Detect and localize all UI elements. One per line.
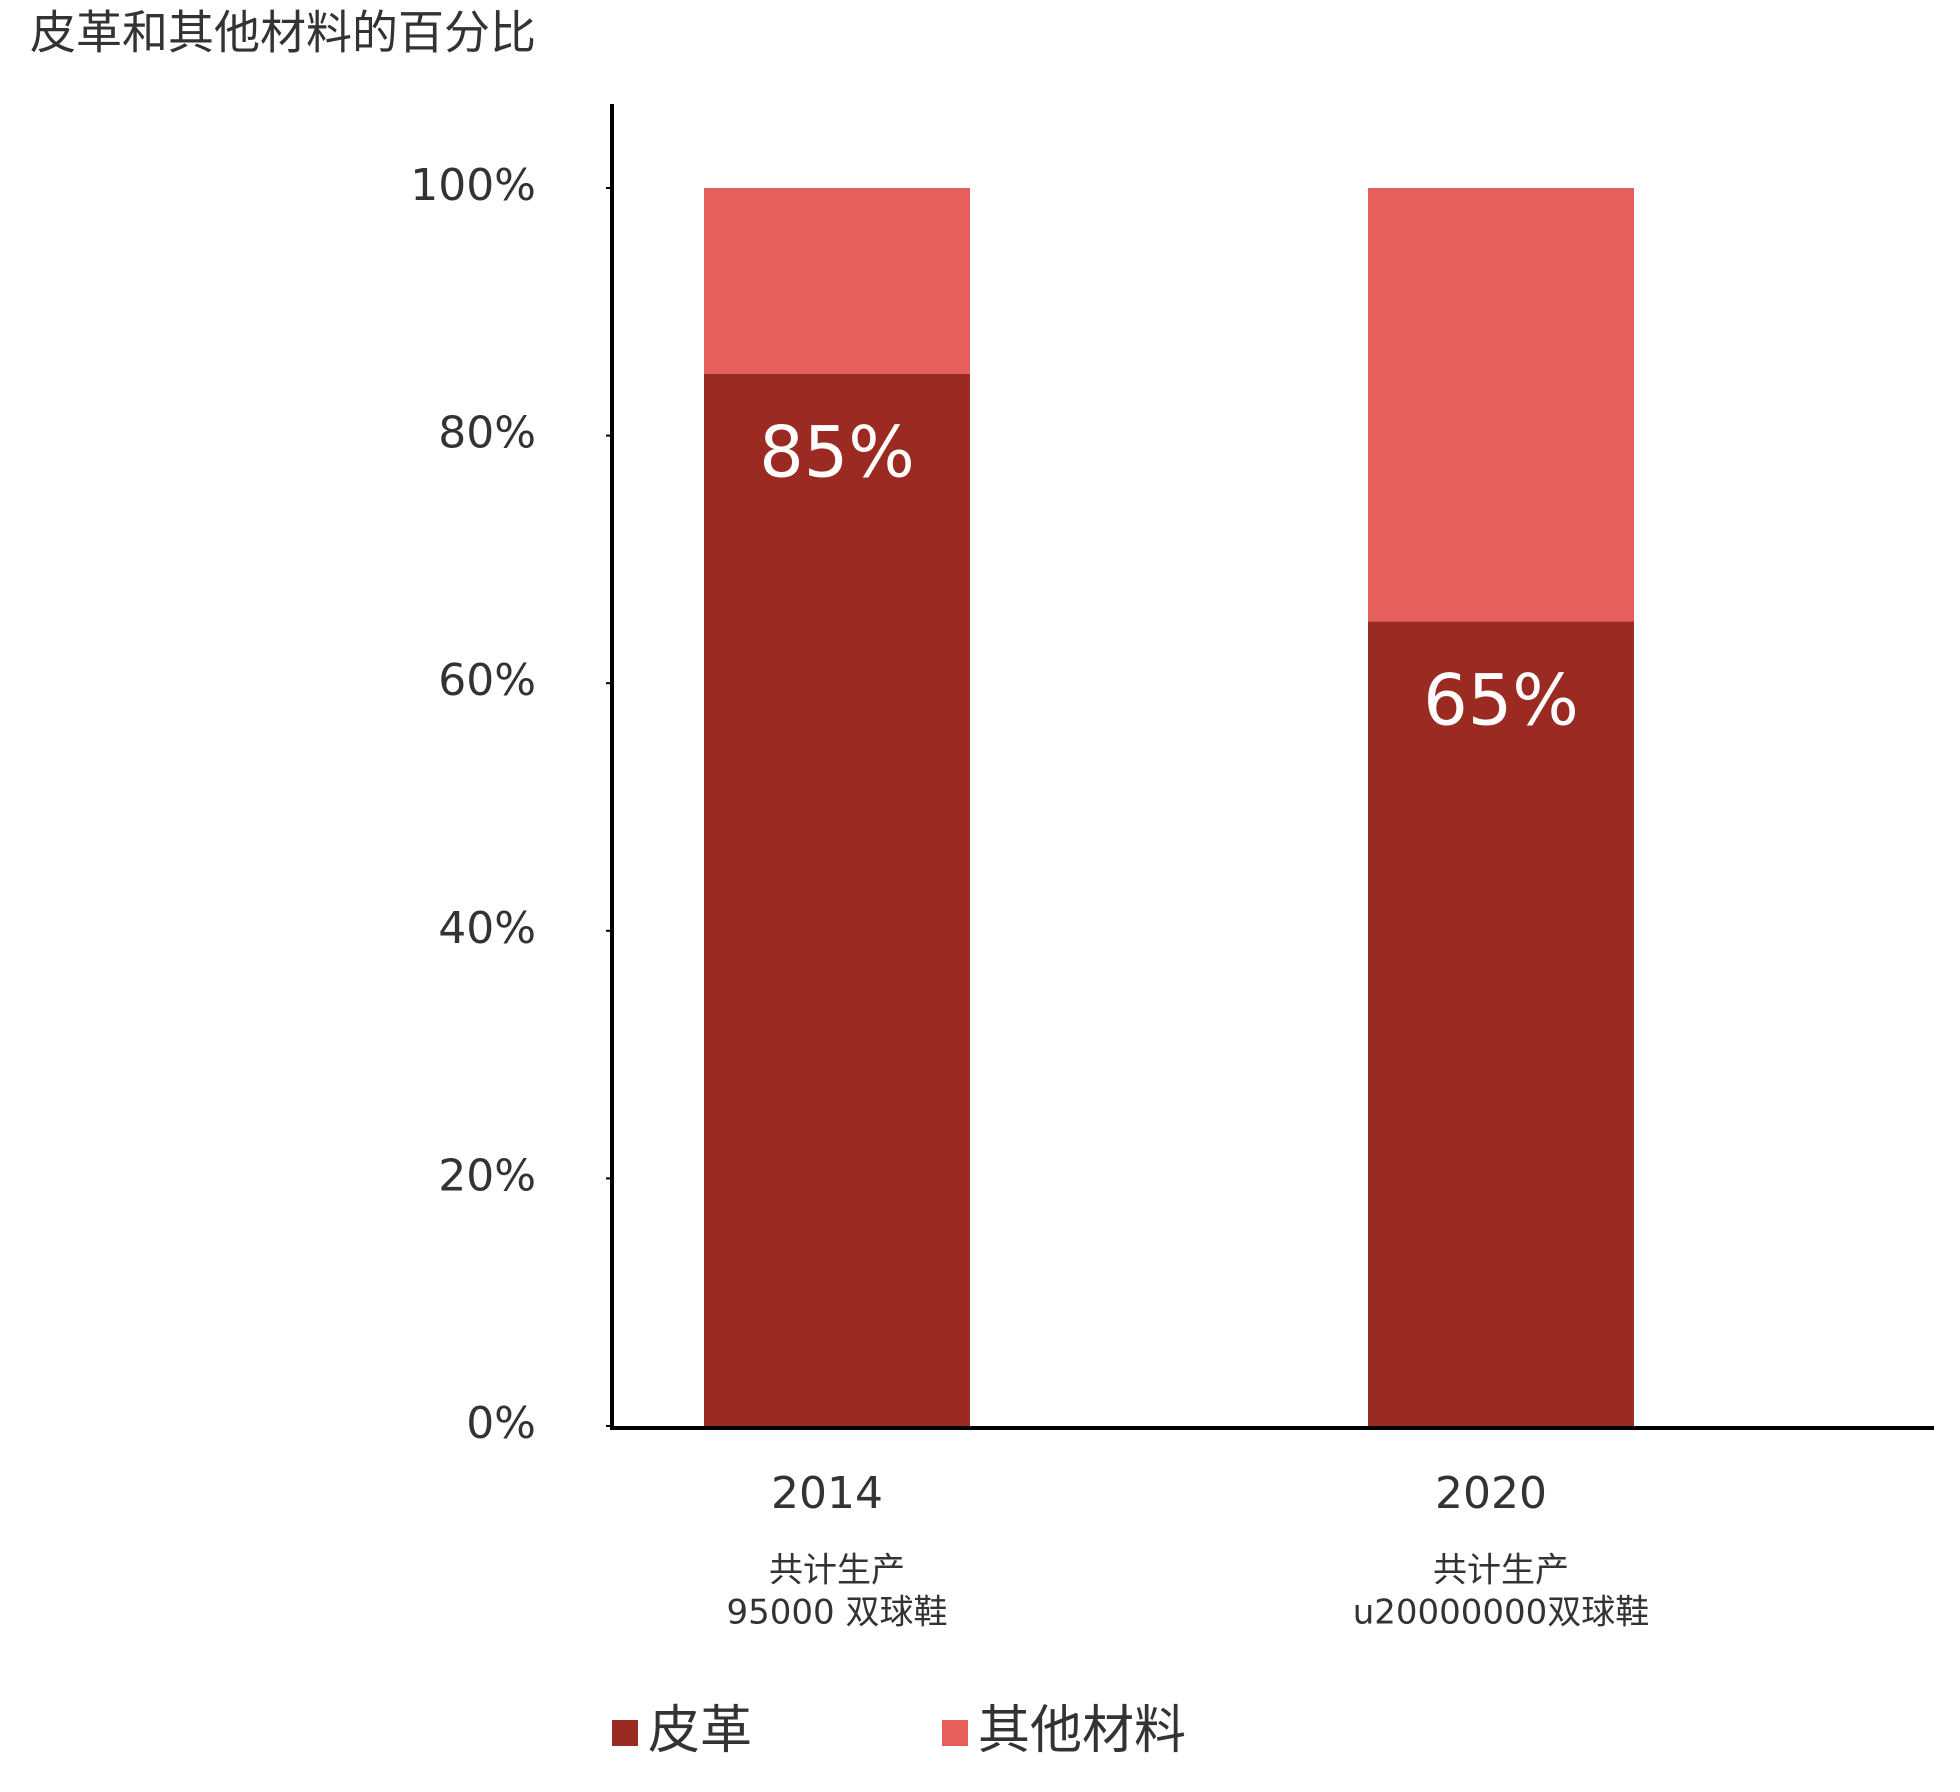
category-note: u20000000双球鞋 xyxy=(1353,1593,1650,1633)
legend-swatch xyxy=(612,1720,638,1746)
x-tick-label: 2020 xyxy=(1435,1468,1547,1519)
legend-label: 皮革 xyxy=(648,1701,752,1761)
x-tick-label: 2014 xyxy=(771,1468,883,1519)
y-tick-label: 60% xyxy=(438,655,536,706)
bar-segment xyxy=(704,373,970,1427)
category-note: 共计生产 xyxy=(769,1551,905,1591)
value-label: 85% xyxy=(759,412,915,494)
y-tick-label: 80% xyxy=(438,408,536,459)
category-note: 95000 双球鞋 xyxy=(727,1593,948,1633)
legend-label: 其他材料 xyxy=(978,1701,1186,1761)
y-tick-label: 0% xyxy=(466,1398,536,1449)
bar-segment xyxy=(1368,188,1634,622)
y-tick-label: 20% xyxy=(438,1150,536,1201)
bar-segment xyxy=(704,188,970,374)
y-tick-label: 40% xyxy=(438,903,536,954)
chart-title: 皮革和其他材料的百分比 xyxy=(30,6,536,60)
bar-segment xyxy=(1368,621,1634,1426)
y-tick-label: 100% xyxy=(410,160,536,211)
category-note: 共计生产 xyxy=(1433,1551,1569,1591)
value-label: 65% xyxy=(1423,659,1579,741)
legend-swatch xyxy=(942,1720,968,1746)
